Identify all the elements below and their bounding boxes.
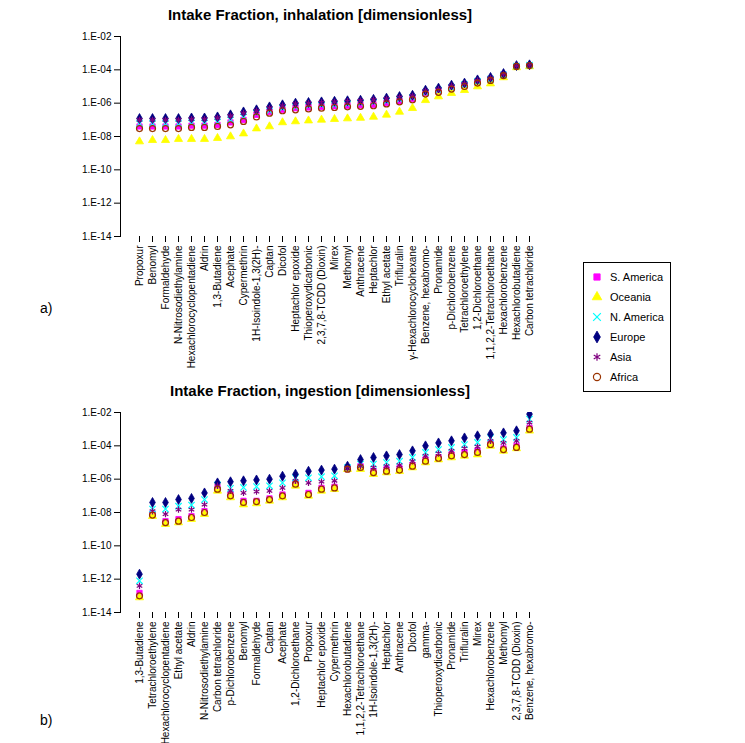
svg-text:1.E-04: 1.E-04 <box>82 64 112 75</box>
html-text:Oceania: Oceania <box>610 291 651 303</box>
svg-text:1.E-12: 1.E-12 <box>82 573 112 584</box>
svg-text:Methomyl: Methomyl <box>498 622 509 665</box>
html-text:Intake Fraction, inhalation [d: Intake Fraction, inhalation [dimensionle… <box>167 6 473 23</box>
svg-text:Benomyl: Benomyl <box>147 246 158 285</box>
svg-text:1,3-Butadiene: 1,3-Butadiene <box>212 245 223 308</box>
svg-text:Ethyl acetate: Ethyl acetate <box>381 245 392 303</box>
svg-text:Hexachlorobenzene: Hexachlorobenzene <box>485 621 496 710</box>
svg-text:Thioperoxydicarbonic: Thioperoxydicarbonic <box>303 246 314 341</box>
html-text:S. America: S. America <box>610 271 664 283</box>
svg-text:Dicofol: Dicofol <box>277 246 288 277</box>
svg-text:Formaldehyde: Formaldehyde <box>251 621 262 685</box>
svg-text:Tetrachloroethylene: Tetrachloroethylene <box>147 621 158 709</box>
svg-text:N-Nitrosodiethylamine: N-Nitrosodiethylamine <box>199 621 210 720</box>
html-text:Intake Fraction, ingestion [di: Intake Fraction, ingestion [dimensionles… <box>170 382 470 399</box>
svg-text:1.E-02: 1.E-02 <box>82 407 112 418</box>
svg-text:Cypermethrin: Cypermethrin <box>238 246 249 306</box>
svg-text:1H-Isoindole-1,3(2H)-: 1H-Isoindole-1,3(2H)- <box>251 246 262 342</box>
html-text:a): a) <box>40 300 53 316</box>
html-text:Europe: Europe <box>610 331 646 343</box>
svg-text:Dicofol: Dicofol <box>407 622 418 653</box>
svg-text:1,1,2,2-Tetrachloroethane: 1,1,2,2-Tetrachloroethane <box>355 621 366 735</box>
svg-text:Heptachlor epoxide: Heptachlor epoxide <box>316 621 327 708</box>
svg-text:1.E-02: 1.E-02 <box>82 31 112 42</box>
svg-text:Anthracene: Anthracene <box>394 621 405 673</box>
svg-text:1,1,2,2-Tetrachloroethane: 1,1,2,2-Tetrachloroethane <box>485 245 496 359</box>
svg-text:Tetrachloroethylene: Tetrachloroethylene <box>459 245 470 333</box>
svg-text:Aldrin: Aldrin <box>199 246 210 272</box>
svg-text:Propoxur: Propoxur <box>303 621 314 662</box>
svg-text:Propoxur: Propoxur <box>134 245 145 286</box>
svg-text:1.E-06: 1.E-06 <box>82 473 112 484</box>
svg-text:Methomyl: Methomyl <box>342 246 353 289</box>
svg-text:Pronamide: Pronamide <box>446 621 457 670</box>
svg-text:1,3-Butadiene: 1,3-Butadiene <box>134 621 145 684</box>
svg-text:1.E-14: 1.E-14 <box>82 607 112 618</box>
svg-text:2,3,7,8-TCDD (Dioxin): 2,3,7,8-TCDD (Dioxin) <box>511 622 522 721</box>
html-text:Asia: Asia <box>610 351 632 363</box>
svg-text:1,2-Dichloroethane: 1,2-Dichloroethane <box>290 621 301 706</box>
svg-text:1.E-12: 1.E-12 <box>82 197 112 208</box>
svg-text:Carbon tetrachloride: Carbon tetrachloride <box>212 621 223 712</box>
svg-text:Hexachlorobutadiene: Hexachlorobutadiene <box>511 245 522 340</box>
svg-text:γ-Hexachlorocyclohexane: γ-Hexachlorocyclohexane <box>407 245 418 360</box>
svg-text:Carbon tetrachloride: Carbon tetrachloride <box>524 245 535 336</box>
svg-text:Hexachlorocyclopentadiene: Hexachlorocyclopentadiene <box>186 245 197 368</box>
svg-text:1.E-08: 1.E-08 <box>82 131 112 142</box>
svg-text:1.E-10: 1.E-10 <box>82 164 112 175</box>
svg-text:Mirex: Mirex <box>472 622 483 646</box>
svg-text:Hexachlorocyclopentadiene: Hexachlorocyclopentadiene <box>160 621 171 743</box>
svg-text:1H-Isoindole-1,3(2H)-: 1H-Isoindole-1,3(2H)- <box>368 622 379 718</box>
html-text:Africa: Africa <box>610 371 639 383</box>
svg-text:1.E-14: 1.E-14 <box>82 231 112 242</box>
svg-text:p-Dichlorobenzene: p-Dichlorobenzene <box>225 621 236 705</box>
svg-text:Benomyl: Benomyl <box>238 622 249 661</box>
svg-text:1.E-04: 1.E-04 <box>82 440 112 451</box>
svg-text:Pronamide: Pronamide <box>433 245 444 294</box>
svg-text:Benzene, hexabromo-: Benzene, hexabromo- <box>420 246 431 344</box>
svg-text:Mirex: Mirex <box>329 246 340 270</box>
svg-text:Heptachlor epoxide: Heptachlor epoxide <box>290 245 301 332</box>
svg-text:Cypermethrin: Cypermethrin <box>329 622 340 682</box>
svg-text:Heptachlor: Heptachlor <box>381 621 392 670</box>
svg-text:Formaldehyde: Formaldehyde <box>160 245 171 309</box>
svg-text:Hexachlorobutadiene: Hexachlorobutadiene <box>342 621 353 716</box>
svg-text:Ethyl acetate: Ethyl acetate <box>173 621 184 679</box>
svg-text:Aldrin: Aldrin <box>186 622 197 648</box>
html-text:b): b) <box>40 712 53 728</box>
svg-text:Heptachlor: Heptachlor <box>368 245 379 294</box>
svg-text:Acephate: Acephate <box>225 245 236 288</box>
svg-text:p-Dichlorobenzene: p-Dichlorobenzene <box>446 245 457 329</box>
html-text:N. America: N. America <box>610 311 664 323</box>
svg-text:Trifluralin: Trifluralin <box>394 246 405 287</box>
svg-text:N-Nitrosodiethylamine: N-Nitrosodiethylamine <box>173 245 184 344</box>
svg-text:Thioperoxydicarbonic: Thioperoxydicarbonic <box>433 622 444 717</box>
svg-text:1.E-08: 1.E-08 <box>82 507 112 518</box>
svg-text:Benzene, hexabromo-: Benzene, hexabromo- <box>524 622 535 720</box>
svg-text:1.E-06: 1.E-06 <box>82 97 112 108</box>
svg-text:Captan: Captan <box>264 622 275 654</box>
svg-text:Acephate: Acephate <box>277 621 288 664</box>
svg-text:Hexachlorobenzene: Hexachlorobenzene <box>498 245 509 334</box>
svg-text:1,2-Dichloroethane: 1,2-Dichloroethane <box>472 245 483 330</box>
svg-text:1.E-10: 1.E-10 <box>82 540 112 551</box>
svg-text:gamma-: gamma- <box>420 622 431 659</box>
svg-text:Anthracene: Anthracene <box>355 245 366 297</box>
svg-text:Captan: Captan <box>264 246 275 278</box>
svg-text:2,3,7,8-TCDD (Dioxin): 2,3,7,8-TCDD (Dioxin) <box>316 246 327 345</box>
svg-text:Trifluralin: Trifluralin <box>459 622 470 663</box>
